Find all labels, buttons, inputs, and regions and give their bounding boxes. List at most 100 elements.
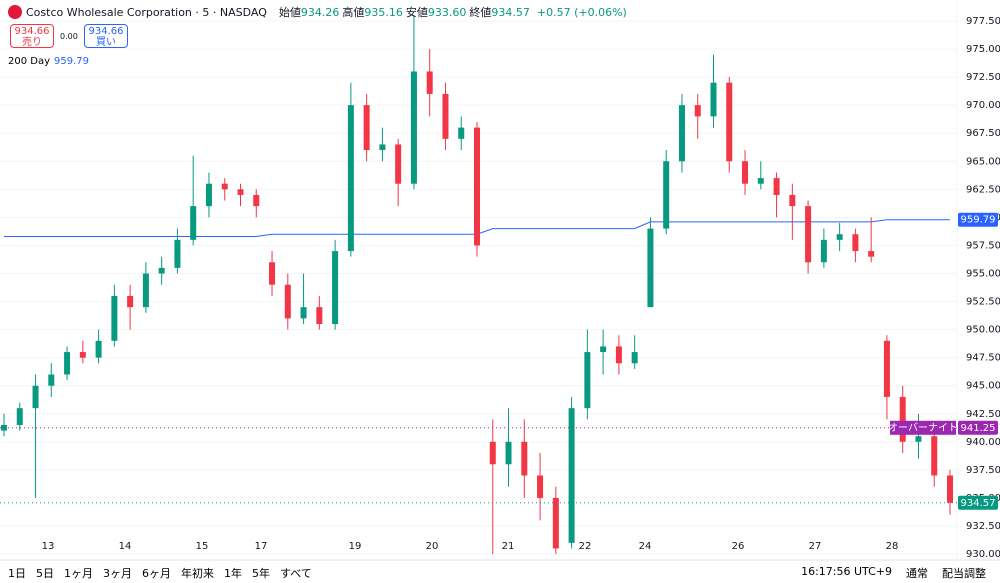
sell-label: 売り xyxy=(22,37,42,48)
candle-body xyxy=(647,228,654,308)
range-button[interactable]: 1年 xyxy=(224,567,242,580)
candle-body xyxy=(221,183,228,190)
candle-body xyxy=(552,497,559,549)
candle-body xyxy=(48,374,55,386)
ohlc-value: 933.60 xyxy=(427,6,467,19)
price-tag-label: 934.57 xyxy=(961,498,996,509)
range-button[interactable]: 年初来 xyxy=(181,567,214,580)
y-tick-label: 930.00 xyxy=(966,549,1000,560)
candle-body xyxy=(615,346,622,364)
ma-legend: 200 Day 959.79 xyxy=(8,56,89,67)
candle-body xyxy=(568,408,575,543)
candle-body xyxy=(395,144,402,184)
x-tick-label: 20 xyxy=(426,541,439,552)
range-button[interactable]: 3ヶ月 xyxy=(103,567,132,580)
y-tick-label: 957.50 xyxy=(966,240,1000,251)
y-tick-label: 952.50 xyxy=(966,297,1000,308)
range-button[interactable]: 6ヶ月 xyxy=(142,567,171,580)
y-tick-label: 940.00 xyxy=(966,437,1000,448)
ohlc-value: 934.57 xyxy=(491,6,530,19)
y-tick-label: 972.50 xyxy=(966,72,1000,83)
candle-body xyxy=(332,251,339,324)
candle-body xyxy=(426,71,433,94)
session-tag-label: オーバーナイト xyxy=(888,422,958,434)
candle-body xyxy=(458,127,465,139)
candle-body xyxy=(505,441,512,465)
candle-body xyxy=(284,284,291,319)
y-tick-label: 955.00 xyxy=(966,268,1000,279)
candle-body xyxy=(142,273,149,308)
x-tick-label: 22 xyxy=(579,541,592,552)
candle-body xyxy=(742,161,749,184)
candle-body xyxy=(584,352,591,409)
buy-button[interactable]: 934.66 買い xyxy=(84,24,128,48)
candle-body xyxy=(931,436,938,476)
ohlc-key: 終値 xyxy=(469,6,492,19)
y-tick-label: 947.50 xyxy=(966,353,1000,364)
logo xyxy=(8,5,22,19)
range-button[interactable]: すべて xyxy=(280,567,312,580)
ohlc-key: 安値 xyxy=(405,6,428,19)
ohlc-value: 934.26 xyxy=(300,6,340,19)
y-tick-label: 977.50 xyxy=(966,16,1000,27)
price-tag xyxy=(958,212,998,227)
candle-body xyxy=(16,408,23,425)
x-tick-label: 24 xyxy=(639,541,652,552)
candle-body xyxy=(852,234,859,252)
clock: 16:17:56 UTC+9 xyxy=(801,565,892,578)
ohlc-legend: 始値934.26 高値935.16 安値933.60 終値934.57 xyxy=(279,4,533,20)
candle-body xyxy=(899,396,906,442)
candle-body xyxy=(805,206,812,263)
candle-body xyxy=(205,183,212,207)
range-button[interactable]: 1ヶ月 xyxy=(64,567,93,580)
range-button[interactable]: 1日 xyxy=(8,567,26,580)
candle-body xyxy=(710,82,717,117)
candle-body xyxy=(95,340,102,358)
ohlc-key: 高値 xyxy=(342,6,365,19)
mode[interactable]: 通常 xyxy=(906,567,928,580)
change: +0.57 (+0.06%) xyxy=(536,5,627,19)
price-tag xyxy=(958,495,998,510)
y-tick-label: 942.50 xyxy=(966,409,1000,420)
mode[interactable]: 配当調整 xyxy=(942,567,986,580)
candle-body xyxy=(489,441,496,465)
toolbar: 1日 5日 1ヶ月 3ヶ月 6ヶ月 年初来 1年 5年 すべて xyxy=(8,565,312,581)
range-button[interactable]: 5年 xyxy=(252,567,270,580)
candle-body xyxy=(300,307,307,319)
candle-body xyxy=(757,178,764,184)
sell-price: 934.66 xyxy=(14,26,50,37)
candle-body xyxy=(883,340,890,397)
buy-label: 買い xyxy=(96,37,116,48)
candle-body xyxy=(269,262,276,285)
spread: 0.00 xyxy=(60,32,78,41)
range-button[interactable]: 5日 xyxy=(36,567,54,580)
x-tick-label: 17 xyxy=(255,541,268,552)
price-tag-label: 959.79 xyxy=(961,215,996,226)
candle-body xyxy=(111,295,118,341)
candle-body xyxy=(694,105,701,117)
x-tick-label: 28 xyxy=(886,541,899,552)
y-tick-label: 962.50 xyxy=(966,184,1000,195)
candle-body xyxy=(474,127,480,246)
session-tag xyxy=(890,420,956,435)
header: Costco Wholesale Corporation · 5 · NASDA… xyxy=(8,4,630,20)
x-tick-label: 19 xyxy=(349,541,362,552)
y-tick-label: 932.50 xyxy=(966,521,1000,532)
candle-body xyxy=(347,105,354,252)
x-tick-label: 15 xyxy=(196,541,209,552)
candle-body xyxy=(631,352,638,364)
y-tick-label: 937.50 xyxy=(966,465,1000,476)
ma-value: 959.79 xyxy=(54,56,90,67)
price-tag-label: 941.25 xyxy=(961,423,996,434)
sell-button[interactable]: 934.66 売り xyxy=(10,24,54,48)
symbol-title: Costco Wholesale Corporation · 5 · NASDA… xyxy=(26,5,267,19)
candle-body xyxy=(253,194,260,207)
ohlc-value: 935.16 xyxy=(364,6,403,19)
candle-body xyxy=(174,239,181,268)
y-tick-label: 950.00 xyxy=(966,325,1000,336)
candle-body xyxy=(190,206,197,240)
candle-body xyxy=(868,251,875,257)
y-tick-label: 965.00 xyxy=(966,156,1000,167)
